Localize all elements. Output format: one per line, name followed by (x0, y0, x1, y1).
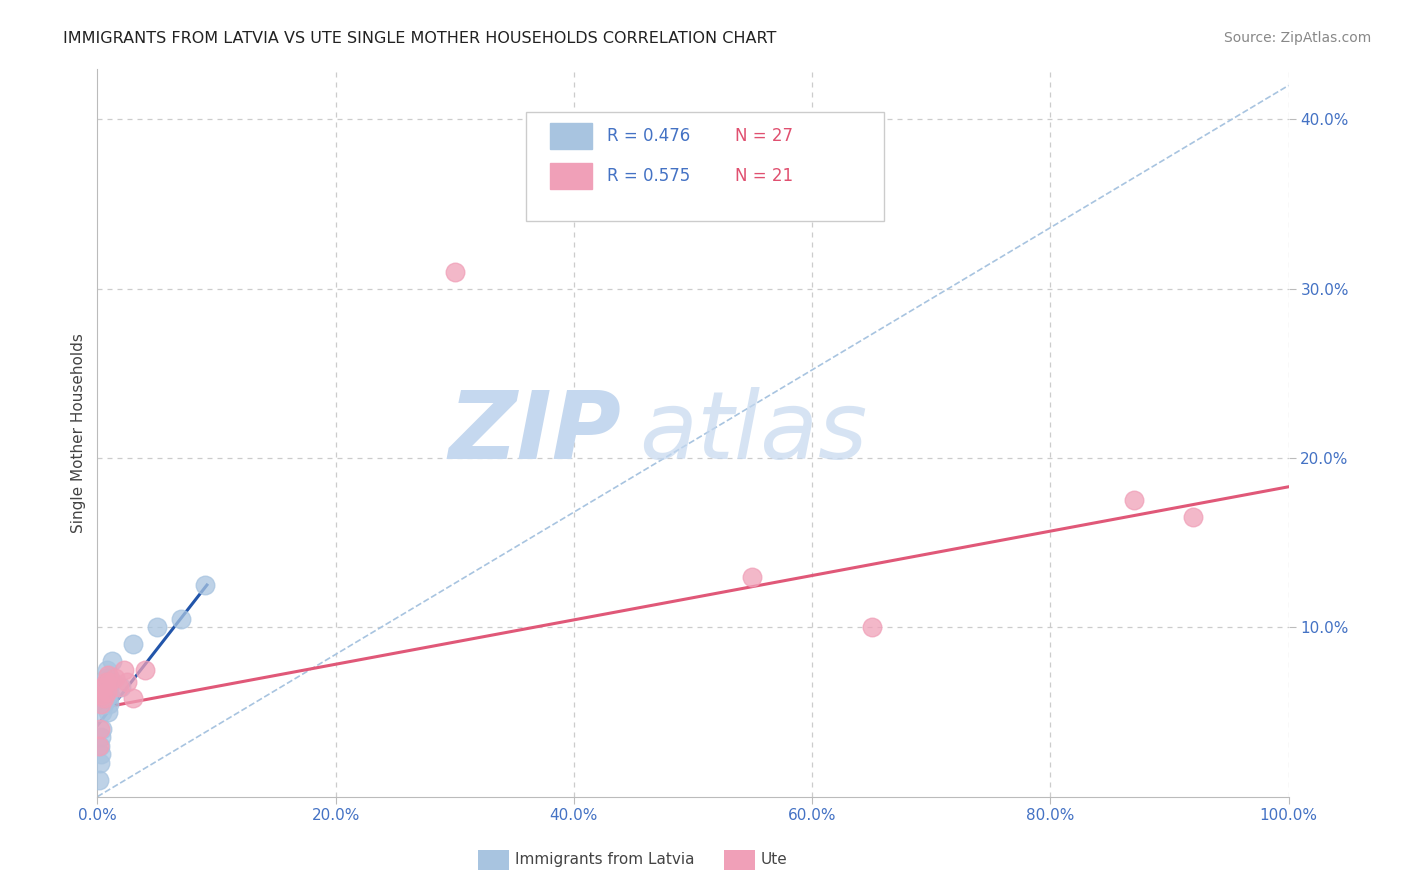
Y-axis label: Single Mother Households: Single Mother Households (72, 333, 86, 533)
Point (89, 739, 111, 753)
FancyBboxPatch shape (550, 163, 592, 189)
Point (104, 671, 127, 685)
Point (97, 705, 120, 719)
Point (110, 680, 132, 694)
Point (193, 578, 215, 592)
Point (97, 688, 120, 702)
Point (122, 637, 145, 651)
Point (93, 680, 115, 694)
Point (146, 620, 169, 634)
Point (96, 680, 118, 694)
Point (170, 612, 193, 626)
Point (98, 680, 121, 694)
Text: R = 0.575: R = 0.575 (607, 168, 690, 186)
Text: ZIP: ZIP (449, 386, 621, 479)
Text: N = 27: N = 27 (734, 127, 793, 145)
Point (87, 772, 110, 787)
FancyBboxPatch shape (550, 123, 592, 149)
Point (87, 739, 110, 753)
Point (93, 691, 115, 706)
Point (1182, 510, 1205, 524)
Text: N = 21: N = 21 (734, 168, 793, 186)
Point (100, 654, 122, 668)
Point (98, 697, 121, 711)
Text: Immigrants from Latvia: Immigrants from Latvia (515, 853, 695, 867)
Point (122, 691, 145, 706)
Point (112, 663, 135, 677)
Point (91, 705, 114, 719)
Point (100, 688, 122, 702)
Point (97, 667, 120, 681)
Point (443, 265, 465, 279)
Point (741, 569, 763, 583)
Point (91, 722, 114, 736)
Point (93, 697, 115, 711)
Point (91, 680, 114, 694)
Text: Source: ZipAtlas.com: Source: ZipAtlas.com (1223, 31, 1371, 45)
Point (90, 697, 112, 711)
FancyBboxPatch shape (526, 112, 883, 221)
Point (107, 680, 129, 694)
Point (91, 697, 114, 711)
Text: atlas: atlas (640, 387, 868, 478)
Point (94, 688, 117, 702)
Point (1122, 493, 1144, 508)
Point (91, 688, 114, 702)
Point (94, 674, 117, 689)
Point (98, 674, 121, 689)
Point (90, 731, 112, 745)
Point (96, 684, 118, 698)
Point (115, 674, 138, 689)
Text: R = 0.476: R = 0.476 (607, 127, 690, 145)
Text: Ute: Ute (761, 853, 787, 867)
Point (89, 722, 111, 736)
Point (91, 688, 114, 702)
Point (860, 620, 883, 634)
Point (90, 747, 112, 762)
Point (89, 756, 111, 770)
Point (134, 663, 156, 677)
Point (100, 671, 122, 685)
Text: IMMIGRANTS FROM LATVIA VS UTE SINGLE MOTHER HOUSEHOLDS CORRELATION CHART: IMMIGRANTS FROM LATVIA VS UTE SINGLE MOT… (63, 31, 776, 46)
Point (96, 663, 118, 677)
Point (94, 671, 117, 685)
